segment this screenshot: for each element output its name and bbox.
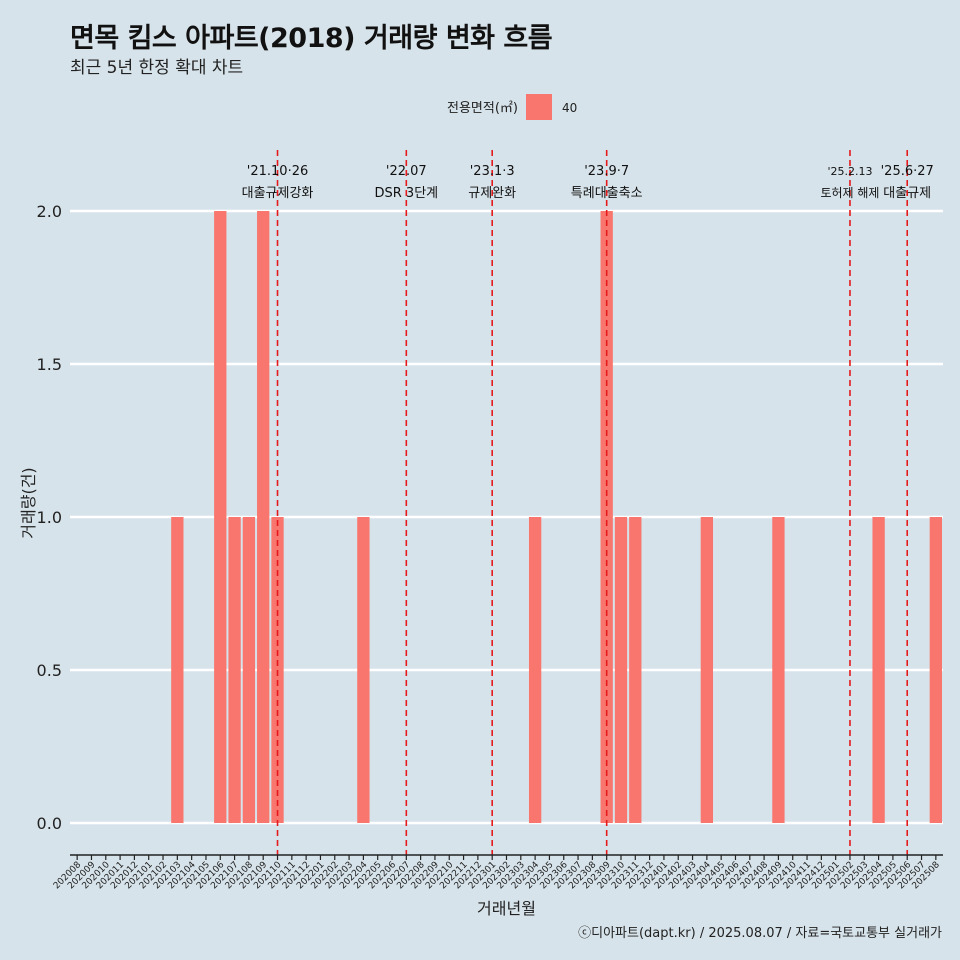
event-date-label: '23.1·3 [470,164,515,179]
chart-title: 면목 킴스 아파트(2018) 거래량 변화 흐름 [70,23,553,54]
legend-swatch [526,94,552,120]
x-axis-title: 거래년월 [477,899,536,918]
y-axis-title: 거래량(건) [19,467,38,538]
event-name-label: DSR 3단계 [375,186,439,201]
chart-subtitle: 최근 5년 한정 확대 차트 [70,58,244,78]
event-lines: '21.10·26 대출규제강화 '22.07 DSR 3단계 '23.1·3 규제완화 '… [242,150,934,855]
event-name-label: 특례대출축소 [571,186,643,201]
y-tick-label: 0.5 [37,661,62,680]
event-date-label: '23.9·7 [584,164,629,179]
bar-202404 [700,517,714,823]
event-date-label: '22.07 [386,164,427,179]
event-name-label: 대출규제 [883,186,931,201]
event-name-label: 규제완화 [468,186,516,201]
event-date-label: '21.10·26 [247,164,308,179]
y-tick-label: 1.5 [37,355,62,374]
source-caption: ⓒ디아파트(dapt.kr) / 2025.08.07 / 자료=국토교통부 실… [578,926,942,941]
bar-202309 [600,211,613,823]
bars [171,211,942,823]
grid-lines [70,209,943,825]
event-name-label: 토허제 해제 [820,186,879,200]
bar-202103 [171,517,184,823]
event-name-label: 대출규제강화 [242,186,314,201]
bar-202504 [872,517,885,823]
y-tick-label: 0.0 [37,814,62,833]
legend-title: 전용면적(㎡) [447,101,518,116]
bar-202108 [242,517,256,823]
bar-202109 [257,211,270,823]
y-tick-label: 1.0 [37,508,62,527]
legend-entry-label: 40 [562,101,577,115]
bar-202107 [228,517,241,823]
bar-202304 [528,517,542,823]
bar-202204 [357,517,370,823]
bar-202409 [772,517,785,823]
event-date-label: '25.2.13 [827,165,872,178]
bar-202508 [929,517,942,823]
event-date-label: '25.6·27 [881,164,934,179]
bar-202106 [214,211,227,823]
bar-202310 [614,517,628,823]
axes: 0.00.51.01.52.02020082020092020102020112… [19,202,943,918]
legend: 전용면적(㎡) 40 [447,94,577,120]
bar-202311 [629,517,642,823]
y-tick-label: 2.0 [37,202,62,221]
